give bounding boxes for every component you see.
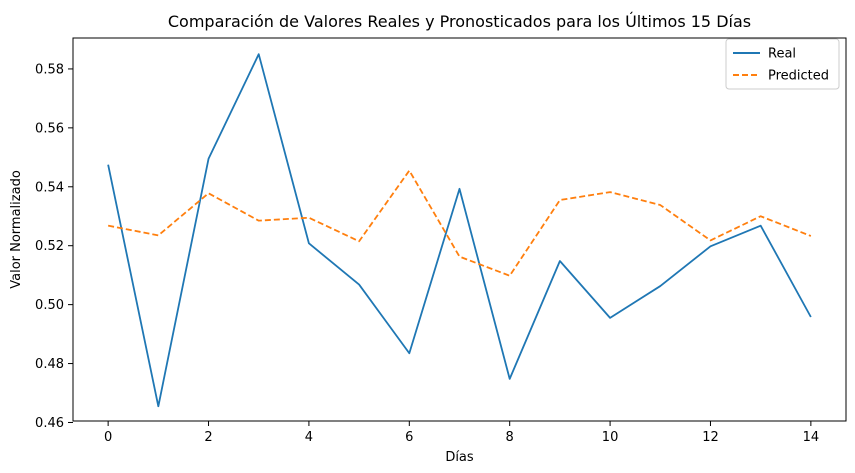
chart-title: Comparación de Valores Reales y Pronosti… (168, 12, 751, 31)
legend-label-real: Real (768, 47, 796, 62)
y-tick-label: 0.52 (35, 239, 64, 254)
legend-label-predicted: Predicted (768, 69, 829, 84)
x-tick-label: 14 (803, 430, 820, 445)
x-axis-label: Días (445, 450, 474, 465)
x-tick-label: 12 (702, 430, 719, 445)
x-tick-label: 4 (305, 430, 313, 445)
x-tick-label: 2 (204, 430, 212, 445)
y-axis: 0.46 0.48 0.50 0.52 0.54 0.56 0.58 (35, 62, 73, 431)
series-layer (107, 53, 812, 408)
x-tick-label: 10 (602, 430, 619, 445)
y-tick-label: 0.56 (35, 121, 64, 136)
y-tick-label: 0.48 (35, 357, 64, 372)
y-tick-label: 0.46 (35, 416, 64, 431)
legend: Real Predicted (725, 38, 840, 90)
series-line-real (107, 53, 812, 408)
legend-box (725, 38, 840, 90)
y-tick-label: 0.58 (35, 62, 64, 77)
axes-frame (72, 37, 847, 422)
y-tick-label: 0.54 (35, 180, 64, 195)
y-axis-label: Valor Normalizado (9, 170, 24, 289)
x-tick-label: 6 (405, 430, 413, 445)
series-line-predicted (107, 169, 812, 277)
x-axis: 0 2 4 6 8 10 12 14 (104, 421, 819, 445)
x-tick-label: 8 (506, 430, 514, 445)
plot-area: 0 2 4 6 8 10 12 14 0.46 0.48 0.50 0.52 0.54 0.56 0.58 (35, 37, 847, 445)
x-tick-label: 0 (104, 430, 112, 445)
y-tick-label: 0.50 (35, 298, 64, 313)
